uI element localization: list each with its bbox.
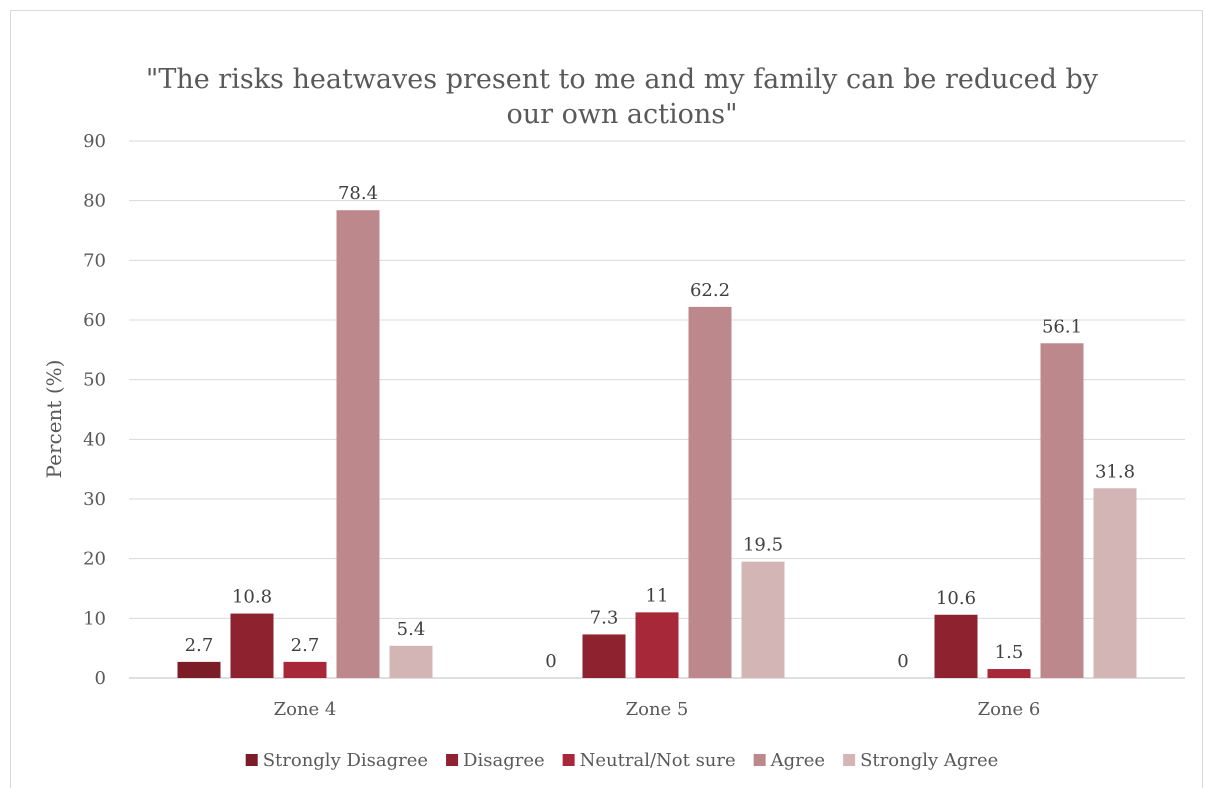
bar <box>582 634 626 678</box>
data-label: 7.3 <box>590 607 619 628</box>
y-tick-label: 30 <box>83 489 106 510</box>
legend-swatch <box>562 754 575 766</box>
data-label: 56.1 <box>1042 316 1082 337</box>
chart-frame: "The risks heatwaves present to me and m… <box>10 10 1203 788</box>
data-label: 2.7 <box>291 635 320 656</box>
legend-swatch <box>446 754 459 766</box>
category-label: Zone 4 <box>274 699 337 720</box>
y-tick-label: 80 <box>83 191 106 212</box>
gridlines <box>129 140 1185 679</box>
data-label: 10.8 <box>232 587 272 608</box>
category-label: Zone 6 <box>978 699 1041 720</box>
y-tick-label: 90 <box>83 131 106 152</box>
chart-title-line-1: "The risks heatwaves present to me and m… <box>146 64 1099 95</box>
y-tick-label: 20 <box>83 549 106 570</box>
bar <box>1093 488 1137 678</box>
bar-chart: "The risks heatwaves present to me and m… <box>42 64 1185 771</box>
data-label: 31.8 <box>1095 461 1135 482</box>
data-label: 62.2 <box>690 280 730 301</box>
data-label: 5.4 <box>397 619 426 640</box>
legend-label: Strongly Disagree <box>263 750 428 771</box>
legend-swatch <box>245 754 258 766</box>
chart-title-line-2: our own actions" <box>506 99 737 130</box>
category-label: Zone 5 <box>626 699 689 720</box>
bar <box>230 613 274 678</box>
bar <box>1040 343 1084 678</box>
bars <box>177 210 1137 679</box>
data-label: 0 <box>897 651 908 672</box>
y-axis-ticks: 0 10 20 30 40 50 60 70 80 90 <box>83 131 106 689</box>
legend: Strongly Disagree Disagree Neutral/Not sur… <box>245 750 998 771</box>
legend-swatch <box>753 754 766 766</box>
bar <box>688 306 732 678</box>
legend-label: Disagree <box>463 750 545 771</box>
data-label: 19.5 <box>743 535 783 556</box>
bar <box>177 661 221 678</box>
y-tick-label: 40 <box>83 429 106 450</box>
bar <box>389 645 433 678</box>
data-label: 2.7 <box>185 635 214 656</box>
bar <box>635 612 679 678</box>
y-tick-label: 50 <box>83 370 106 391</box>
y-tick-label: 60 <box>83 310 106 331</box>
data-label: 10.6 <box>936 588 976 609</box>
data-label: 11 <box>646 585 669 606</box>
y-tick-label: 70 <box>83 250 106 271</box>
y-tick-label: 0 <box>95 668 106 689</box>
data-labels: 2.7 10.8 2.7 78.4 5.4 0 7.3 11 62.2 19.5 0 10.6 1.5 5… <box>185 183 1135 672</box>
data-label: 1.5 <box>995 642 1024 663</box>
data-label: 78.4 <box>338 183 378 204</box>
legend-label: Strongly Agree <box>860 750 998 771</box>
chart-title: "The risks heatwaves present to me and m… <box>146 64 1099 130</box>
legend-label: Neutral/Not sure <box>580 750 736 771</box>
x-axis-categories: Zone 4 Zone 5 Zone 6 <box>274 699 1041 720</box>
bar <box>987 669 1031 678</box>
y-tick-label: 10 <box>83 608 106 629</box>
y-axis-title: Percent (%) <box>42 360 66 479</box>
bar <box>283 661 327 678</box>
legend-label: Agree <box>770 750 825 771</box>
bar <box>336 210 380 679</box>
bar <box>934 614 978 678</box>
data-label: 0 <box>545 651 556 672</box>
bar <box>741 561 785 678</box>
legend-swatch <box>843 754 856 766</box>
